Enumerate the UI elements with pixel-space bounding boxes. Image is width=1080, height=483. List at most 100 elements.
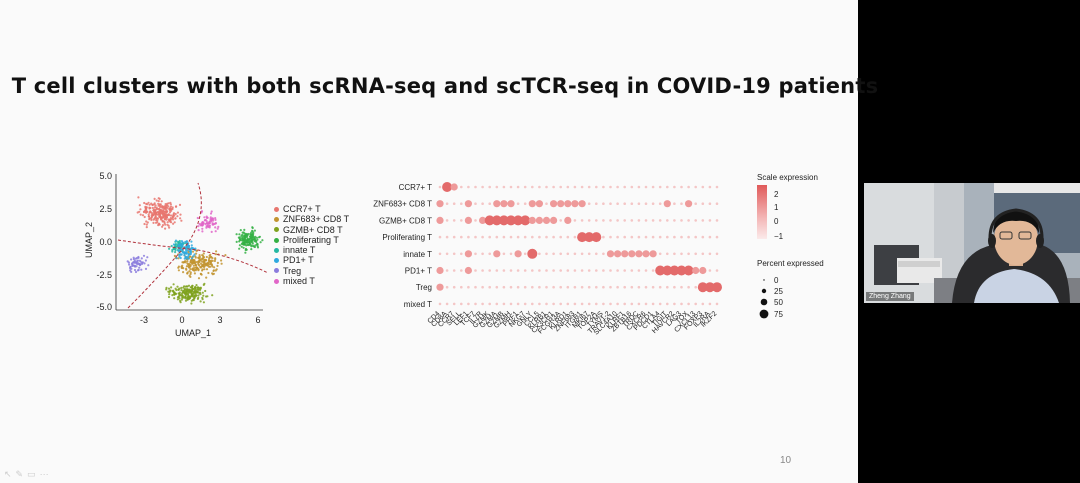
dotplot-dot <box>701 185 705 189</box>
dotplot-dot <box>488 302 491 306</box>
dotplot-dot <box>651 235 655 239</box>
dotplot-dot <box>584 232 595 243</box>
dotplot-dot <box>587 252 591 256</box>
dotplot-dot <box>587 302 591 306</box>
dotplot-dot <box>436 283 444 291</box>
dotplot-dot <box>708 185 712 189</box>
webcam-image <box>864 183 1080 303</box>
dotplot-dot <box>502 252 506 256</box>
umap-legend-item: PD1+ T <box>274 255 349 265</box>
dotplot-dot <box>538 302 541 306</box>
slide-toolbar[interactable]: ↖✎▭⋯ <box>4 469 53 480</box>
dotplot-dot <box>666 219 669 222</box>
dotplot-dot <box>623 269 626 272</box>
dotplot-dot <box>566 285 570 289</box>
dotplot-dot <box>623 202 626 205</box>
legend-label: Treg <box>283 265 302 276</box>
pointer-icon[interactable]: ↖ <box>4 469 16 479</box>
dotplot-dot <box>616 202 619 205</box>
dotplot-dot <box>557 200 565 208</box>
dotplot-dot <box>484 215 495 226</box>
dotplot-dot <box>445 269 449 272</box>
dotplot-dot <box>474 202 477 205</box>
dotplot-dot <box>545 202 548 205</box>
dotplot-dot <box>708 302 712 306</box>
umap-xtick-label: 6 <box>255 315 260 325</box>
size-legend-dot <box>763 279 765 281</box>
dotplot-dot <box>704 282 715 293</box>
dotplot-dot <box>552 235 555 239</box>
dotplot-dot <box>464 216 472 224</box>
dotplot-row-label: ZNF683+ CD8 T <box>373 200 432 209</box>
color-tick-label: 0 <box>774 217 779 226</box>
dotplot-dot <box>658 302 662 306</box>
dotplot-dot <box>516 202 520 205</box>
dotplot-dot <box>436 200 444 208</box>
dotplot-dot <box>658 185 662 189</box>
dotplot-dot <box>495 269 499 272</box>
dotplot-dot <box>616 302 619 306</box>
dotplot-dot <box>658 219 662 222</box>
dotplot-dot <box>715 252 719 256</box>
legend-label: innate T <box>283 245 316 256</box>
dotplot-dot <box>637 185 641 189</box>
dotplot-dot <box>580 269 584 272</box>
dotplot-dot <box>602 235 605 239</box>
dotplot-dot <box>516 285 520 289</box>
dotplot-dot <box>531 285 534 289</box>
pen-icon[interactable]: ✎ <box>15 469 28 479</box>
legend-label: PD1+ T <box>283 255 314 266</box>
dotplot-dot <box>516 185 520 189</box>
dotplot-dot <box>445 302 449 306</box>
dotplot-dot <box>644 285 648 289</box>
dotplot-dot <box>506 215 516 226</box>
participant-video[interactable]: Zheng Zhang <box>864 183 1080 303</box>
dotplot-dot <box>616 219 619 222</box>
dotplot-dot <box>474 235 477 239</box>
dotplot-dot <box>502 185 506 189</box>
dotplot-dot <box>595 202 598 205</box>
dotplot-dot <box>606 250 615 258</box>
dotplot-dot <box>651 302 655 306</box>
dotplot-dot <box>616 235 619 239</box>
dotplot-dot <box>550 216 558 224</box>
dotplot-dot <box>474 219 477 222</box>
dotplot-dot <box>559 285 562 289</box>
dotplot-dot <box>436 216 444 224</box>
dotplot-dot <box>701 235 705 239</box>
dotplot-dot <box>623 185 626 189</box>
dotplot-dot <box>523 202 527 205</box>
dotplot-dot <box>694 285 697 289</box>
dotplot-dot <box>498 215 509 226</box>
dotplot-dot <box>509 235 513 239</box>
size-tick-label: 50 <box>774 298 783 307</box>
dotplot-dot <box>495 285 499 289</box>
color-tick-label: 1 <box>774 203 779 212</box>
dotplot-dot <box>676 265 687 276</box>
dotplot-dot <box>602 185 605 189</box>
dotplot-dot <box>502 269 506 272</box>
dotplot-dot <box>635 250 643 258</box>
dotplot-dot <box>495 185 499 189</box>
dotplot-dot <box>715 219 719 222</box>
dotplot-dot <box>545 185 548 189</box>
dotplot-dot <box>481 185 484 189</box>
dotplot-dot <box>523 302 527 306</box>
dotplot-dot <box>651 269 655 272</box>
more-icon[interactable]: ⋯ <box>39 469 53 479</box>
dotplot-dot <box>637 285 641 289</box>
dotplot-dot <box>637 235 641 239</box>
dotplot-dot <box>481 269 484 272</box>
dotplot-dot <box>616 269 619 272</box>
dotplot-dot <box>680 202 683 205</box>
dotplot-dot <box>573 185 577 189</box>
dotplot-dot <box>701 202 705 205</box>
dotplot-dot <box>694 252 697 256</box>
dotplot-dot <box>545 269 548 272</box>
dotplot-dot <box>630 185 634 189</box>
dotplot-dot <box>587 269 591 272</box>
dotplot-dot <box>509 285 513 289</box>
umap-xlabel: UMAP_1 <box>175 328 211 338</box>
dotplot-dot <box>701 302 705 306</box>
slides-icon[interactable]: ▭ <box>27 469 40 479</box>
